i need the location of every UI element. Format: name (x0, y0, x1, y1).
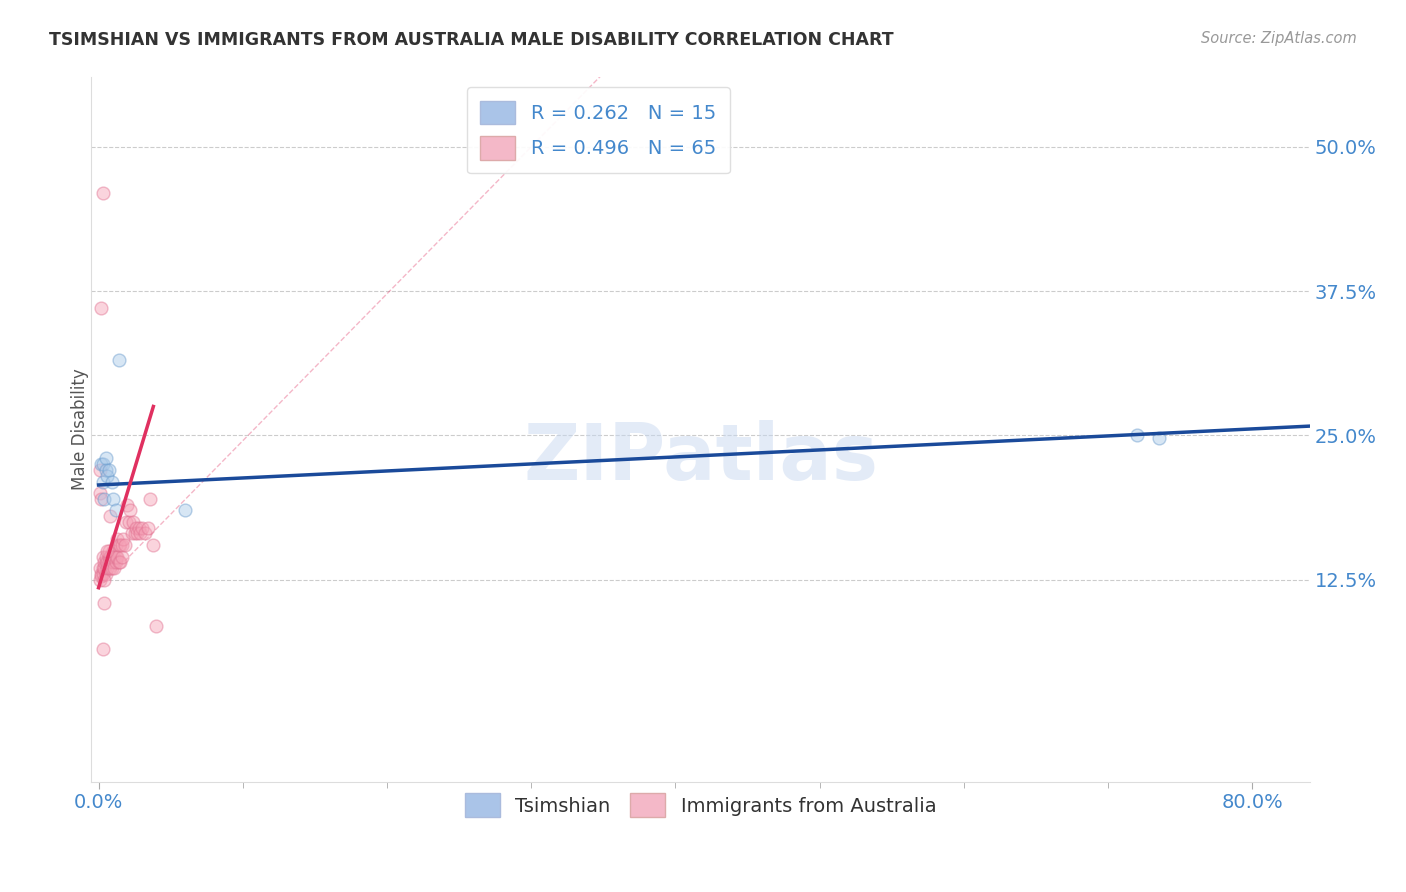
Y-axis label: Male Disability: Male Disability (72, 368, 89, 491)
Point (104, 549, 127, 564)
Point (122, 515, 145, 529)
Point (121, 526, 143, 541)
Point (1147, 431, 1170, 445)
Point (104, 538, 127, 552)
Point (128, 521, 150, 535)
Point (117, 498, 139, 512)
Point (104, 555, 127, 569)
Point (107, 555, 129, 569)
Point (98, 549, 121, 564)
Text: TSIMSHIAN VS IMMIGRANTS FROM AUSTRALIA MALE DISABILITY CORRELATION CHART: TSIMSHIAN VS IMMIGRANTS FROM AUSTRALIA M… (49, 31, 894, 49)
Point (111, 538, 134, 552)
Point (103, 561, 125, 575)
Text: ZIPatlas: ZIPatlas (523, 420, 879, 496)
Point (127, 526, 149, 541)
Point (96, 555, 118, 569)
Point (100, 475, 122, 489)
Point (96, 468, 118, 483)
Point (107, 353, 129, 368)
Point (96, 543, 118, 558)
Point (91, 475, 114, 489)
Point (131, 521, 153, 535)
Point (91, 549, 114, 564)
Point (89, 561, 111, 575)
Point (100, 561, 122, 575)
Point (1126, 428, 1149, 442)
Point (120, 503, 142, 517)
Point (93, 573, 115, 587)
Point (94, 549, 117, 564)
Point (103, 549, 125, 564)
Point (105, 533, 128, 547)
Point (89, 573, 111, 587)
Point (124, 526, 146, 541)
Point (97, 549, 120, 564)
Point (93, 596, 115, 610)
Point (90, 457, 112, 471)
Point (125, 521, 148, 535)
Legend: Tsimshian, Immigrants from Australia: Tsimshian, Immigrants from Australia (457, 786, 945, 825)
Point (91, 186, 114, 200)
Point (100, 549, 122, 564)
Point (94, 463, 117, 477)
Point (129, 526, 152, 541)
Point (101, 555, 124, 569)
Point (91, 457, 114, 471)
Point (115, 515, 138, 529)
Point (108, 555, 131, 569)
Point (91, 566, 114, 581)
Point (174, 503, 197, 517)
Point (91, 641, 114, 656)
Point (90, 566, 112, 581)
Point (97, 555, 120, 569)
Point (97, 463, 120, 477)
Point (89, 486, 111, 500)
Point (94, 566, 117, 581)
Point (101, 543, 124, 558)
Point (114, 538, 136, 552)
Point (98, 561, 121, 575)
Point (145, 619, 167, 633)
Point (94, 555, 117, 569)
Point (104, 503, 127, 517)
Point (118, 515, 141, 529)
Point (94, 451, 117, 466)
Point (136, 521, 159, 535)
Point (93, 491, 115, 506)
Point (97, 543, 120, 558)
Point (107, 538, 129, 552)
Point (139, 491, 162, 506)
Point (90, 569, 112, 583)
Point (108, 538, 131, 552)
Point (112, 533, 135, 547)
Point (142, 538, 165, 552)
Text: Source: ZipAtlas.com: Source: ZipAtlas.com (1201, 31, 1357, 46)
Point (93, 561, 115, 575)
Point (98, 509, 121, 524)
Point (101, 491, 124, 506)
Point (90, 301, 112, 316)
Point (111, 549, 134, 564)
Point (89, 463, 111, 477)
Point (96, 561, 118, 575)
Point (90, 491, 112, 506)
Point (105, 549, 128, 564)
Point (91, 561, 114, 575)
Point (134, 526, 156, 541)
Point (93, 555, 115, 569)
